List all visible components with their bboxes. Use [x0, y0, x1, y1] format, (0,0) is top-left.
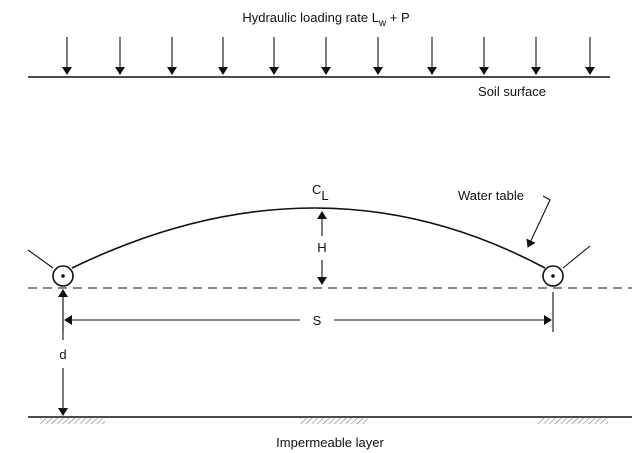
water-table-label: Water table — [458, 188, 524, 203]
hatch — [538, 418, 608, 424]
depth-label: d — [59, 347, 66, 362]
height-label: H — [317, 240, 326, 255]
drain-right-dot — [551, 274, 555, 278]
water-table-pointer — [526, 195, 551, 248]
drain-left — [52, 265, 74, 287]
impermeable-label: Impermeable layer — [276, 435, 384, 450]
drain-left-dot — [61, 274, 65, 278]
hatch — [300, 418, 368, 424]
loading-label: Hydraulic loading rate Lw + P — [242, 10, 409, 29]
soil-surface-label: Soil surface — [478, 84, 546, 99]
water-table-curve — [71, 207, 546, 269]
loading-arrows — [62, 37, 595, 75]
hatch — [40, 418, 105, 424]
drain-line-right — [562, 245, 591, 269]
drain-right — [542, 265, 564, 287]
drain-line-left — [27, 249, 54, 269]
centerline-label: CL — [312, 182, 329, 203]
spacing-label: S — [313, 313, 322, 328]
